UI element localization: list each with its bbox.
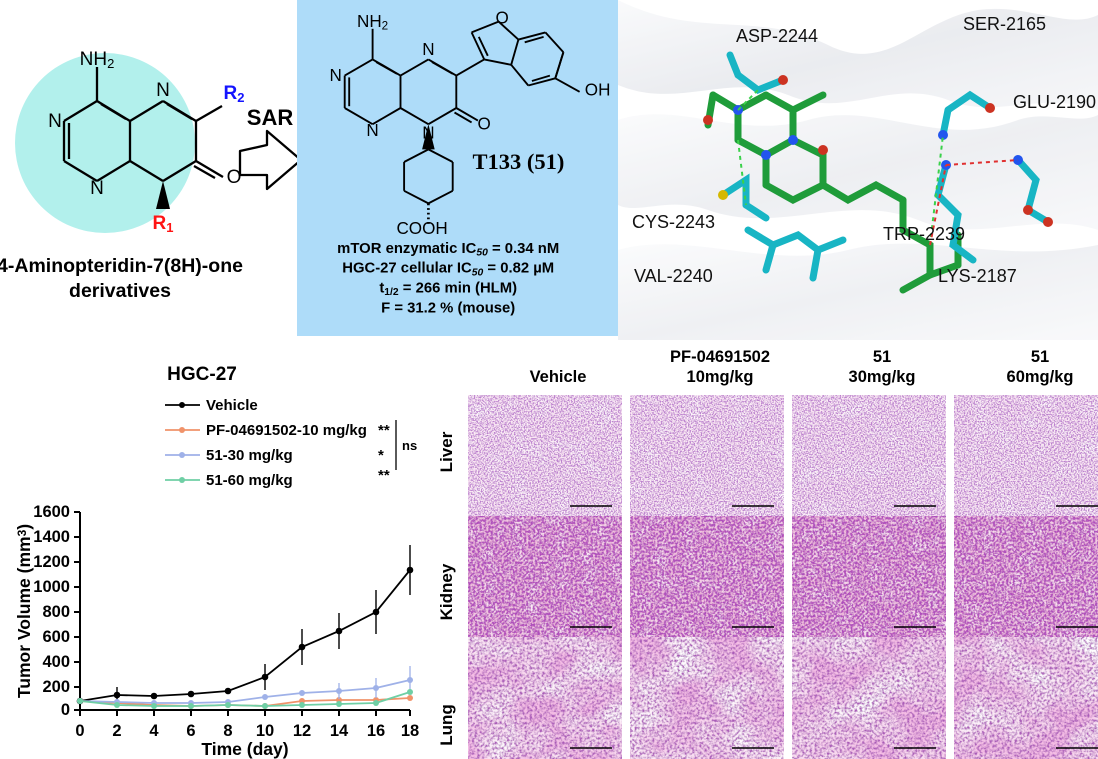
svg-text:**: **: [378, 467, 390, 484]
svg-text:200: 200: [42, 678, 70, 696]
svg-text:2: 2: [112, 722, 121, 740]
svg-text:N: N: [90, 178, 104, 199]
svg-text:SER-2165: SER-2165: [963, 14, 1046, 34]
svg-text:60mg/kg: 60mg/kg: [1007, 368, 1074, 386]
svg-text:400: 400: [42, 653, 70, 671]
svg-text:GLU-2190: GLU-2190: [1013, 92, 1096, 112]
svg-text:16: 16: [367, 722, 385, 740]
svg-text:**: **: [378, 422, 390, 439]
svg-text:NH2: NH2: [357, 12, 388, 33]
svg-text:10: 10: [256, 722, 274, 740]
svg-text:T133 (51): T133 (51): [472, 149, 564, 174]
svg-text:N: N: [422, 40, 434, 59]
svg-text:51: 51: [873, 348, 891, 366]
svg-text:51-60 mg/kg: 51-60 mg/kg: [206, 472, 293, 489]
svg-text:1600: 1600: [33, 503, 70, 521]
svg-text:CYS-2243: CYS-2243: [632, 212, 715, 232]
svg-text:ASP-2244: ASP-2244: [736, 26, 818, 46]
svg-text:Vehicle: Vehicle: [530, 368, 587, 386]
svg-text:4: 4: [149, 722, 159, 740]
svg-text:O: O: [478, 115, 491, 134]
svg-text:0: 0: [61, 701, 70, 719]
svg-text:R2: R2: [224, 83, 245, 105]
svg-text:1200: 1200: [33, 553, 70, 571]
svg-text:51: 51: [1031, 348, 1049, 366]
svg-text:COOH: COOH: [396, 219, 447, 238]
svg-text:Lung: Lung: [440, 704, 456, 746]
svg-text:Vehicle: Vehicle: [206, 397, 258, 414]
svg-text:O: O: [496, 8, 509, 27]
svg-text:Time (day): Time (day): [201, 739, 288, 759]
svg-text:LYS-2187: LYS-2187: [938, 266, 1017, 286]
svg-text:PF-04691502: PF-04691502: [670, 348, 770, 366]
svg-text:0: 0: [75, 722, 84, 740]
svg-text:F = 31.2 % (mouse): F = 31.2 % (mouse): [381, 300, 515, 316]
svg-text:10mg/kg: 10mg/kg: [687, 368, 754, 386]
svg-text:VAL-2240: VAL-2240: [634, 266, 713, 286]
svg-text:R1: R1: [153, 213, 174, 235]
svg-text:800: 800: [42, 603, 70, 621]
svg-text:PF-04691502-10 mg/kg: PF-04691502-10 mg/kg: [206, 422, 367, 439]
svg-text:1000: 1000: [33, 578, 70, 596]
svg-text:SAR: SAR: [247, 105, 294, 130]
svg-text:N: N: [48, 111, 62, 132]
svg-text:derivatives: derivatives: [69, 280, 171, 302]
svg-text:Kidney: Kidney: [440, 563, 456, 620]
svg-text:1400: 1400: [33, 528, 70, 546]
svg-text:HGC-27 cellular IC50 = 0.82 µM: HGC-27 cellular IC50 = 0.82 µM: [342, 261, 554, 279]
svg-text:N: N: [422, 124, 434, 143]
svg-text:N: N: [156, 80, 170, 101]
svg-text:4-Aminopteridin-7(8H)-one: 4-Aminopteridin-7(8H)-one: [0, 255, 243, 277]
svg-text:N: N: [330, 66, 342, 85]
svg-text:8: 8: [223, 722, 232, 740]
svg-text:600: 600: [42, 628, 70, 646]
svg-text:NH2: NH2: [80, 49, 115, 71]
svg-text:30mg/kg: 30mg/kg: [849, 368, 916, 386]
svg-text:Tumor Volume (mm3): Tumor Volume (mm3): [14, 524, 34, 698]
svg-text:*: *: [378, 447, 384, 464]
svg-text:N: N: [366, 121, 378, 140]
svg-text:51-30 mg/kg: 51-30 mg/kg: [206, 447, 293, 464]
svg-text:OH: OH: [585, 80, 611, 99]
svg-text:6: 6: [186, 722, 195, 740]
svg-text:Liver: Liver: [440, 431, 456, 472]
svg-text:TRP-2239: TRP-2239: [883, 224, 965, 244]
svg-text:ns: ns: [402, 438, 417, 453]
svg-text:t1/2 = 266 min (HLM): t1/2 = 266 min (HLM): [379, 281, 517, 299]
svg-text:HGC-27: HGC-27: [167, 364, 237, 385]
svg-text:mTOR enzymatic IC50 = 0.34 nM: mTOR enzymatic IC50 = 0.34 nM: [337, 241, 559, 259]
svg-text:18: 18: [401, 722, 419, 740]
svg-text:12: 12: [293, 722, 311, 740]
svg-text:14: 14: [330, 722, 349, 740]
